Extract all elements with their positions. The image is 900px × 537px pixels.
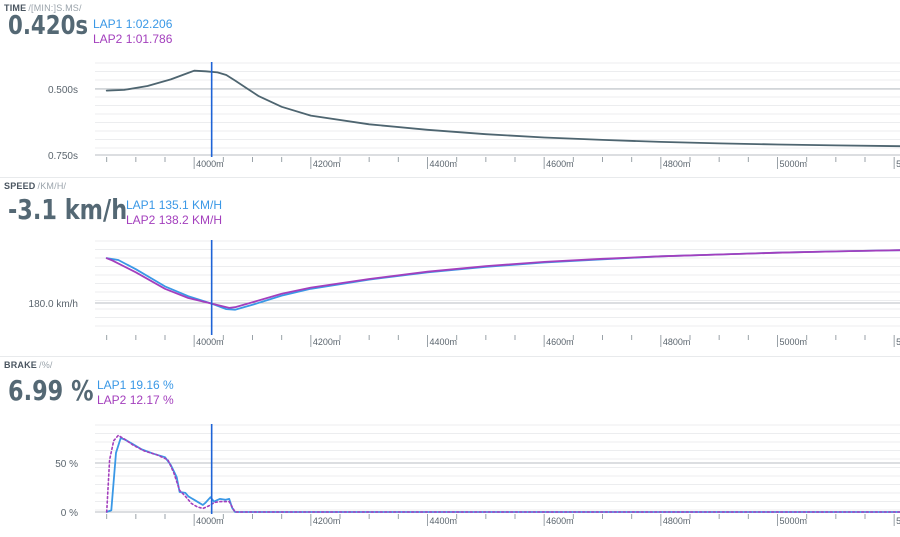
- series-line-lap2: [105, 249, 900, 309]
- speed-lap2-value: LAP2 138.2 KM/H: [126, 213, 223, 227]
- x-tick-label: 4800m: [663, 516, 691, 526]
- time-delta-value: 0.420s: [8, 11, 89, 41]
- y-tick-label: 50 %: [55, 459, 78, 470]
- brake-delta-value: 6.99 %: [8, 374, 94, 407]
- speed-lap1-value: LAP1 135.1 KM/H: [126, 198, 223, 212]
- brake-chart[interactable]: 50 % 0 % 4000m 4200m 4400m 4600m 4800m 5000m 520…: [0, 357, 900, 537]
- x-tick-label: 4000m: [196, 516, 224, 526]
- x-tick-label: 4200m: [313, 337, 341, 347]
- grid-lines: [95, 62, 900, 156]
- speed-title-label: SPEED: [4, 181, 36, 191]
- speed-delta-value: -3.1 km/h: [8, 193, 128, 226]
- speed-title-unit: /KM/H/: [37, 181, 67, 191]
- x-tick-label: 4000m: [196, 337, 224, 347]
- time-lap1-value: LAP1 1:02.206: [93, 17, 173, 31]
- brake-title: BRAKE/%/: [4, 360, 53, 370]
- x-tick-label: 4600m: [546, 159, 574, 169]
- time-title-label: TIME: [4, 3, 27, 13]
- x-tick-label: 4400m: [430, 337, 458, 347]
- y-tick-label: 180.0 km/h: [29, 299, 78, 310]
- brake-lap1-value: LAP1 19.16 %: [97, 378, 174, 392]
- brake-title-unit: /%/: [39, 360, 53, 370]
- brake-panel: BRAKE/%/ 6.99 % LAP1 19.16 % LAP2 12.17 …: [0, 357, 900, 537]
- x-tick-label: 5200m: [896, 337, 900, 347]
- x-tick-label: 4600m: [546, 337, 574, 347]
- time-chart[interactable]: 0.500s 0.750s 4000m 4200m 4400m 4600m 4800m 500…: [0, 0, 900, 177]
- time-title-unit: /[MIN:]S.MS/: [28, 3, 82, 13]
- panel-divider: [0, 356, 900, 357]
- x-axis: 4000m 4200m 4400m 4600m 4800m 5000m 5200m: [106, 514, 900, 526]
- x-tick-label: 4200m: [313, 516, 341, 526]
- x-tick-label: 4000m: [196, 159, 224, 169]
- grid-lines: [95, 424, 900, 513]
- time-panel: TIME/[MIN:]S.MS/ 0.420s LAP1 1:02.206 LA…: [0, 0, 900, 177]
- time-lap2-value: LAP2 1:01.786: [93, 32, 173, 46]
- series-line-lap1: [105, 437, 900, 513]
- y-tick-label: 0.500s: [48, 85, 78, 96]
- x-axis: 4000m 4200m 4400m 4600m 4800m 5000m 5200m: [106, 335, 900, 347]
- grid-lines: [95, 240, 900, 327]
- x-tick-label: 4800m: [663, 337, 691, 347]
- brake-lap2-value: LAP2 12.17 %: [97, 393, 174, 407]
- brake-title-label: BRAKE: [4, 360, 38, 370]
- x-tick-label: 4400m: [430, 159, 458, 169]
- time-title: TIME/[MIN:]S.MS/: [4, 3, 82, 13]
- y-tick-label: 0.750s: [48, 151, 78, 162]
- y-tick-label: 0 %: [61, 508, 78, 519]
- speed-panel: SPEED/KM/H/ -3.1 km/h LAP1 135.1 KM/H LA…: [0, 178, 900, 356]
- x-tick-label: 4600m: [546, 516, 574, 526]
- x-tick-label: 5000m: [780, 159, 808, 169]
- x-tick-label: 5200m: [896, 159, 900, 169]
- x-tick-label: 5200m: [896, 516, 900, 526]
- x-tick-label: 4800m: [663, 159, 691, 169]
- x-axis: 4000m 4200m 4400m 4600m 4800m 5000m 5200m: [106, 157, 900, 169]
- panel-divider: [0, 177, 900, 178]
- x-tick-label: 5000m: [780, 516, 808, 526]
- series-line-lap2: [105, 434, 900, 513]
- x-tick-label: 4200m: [313, 159, 341, 169]
- x-tick-label: 5000m: [780, 337, 808, 347]
- x-tick-label: 4400m: [430, 516, 458, 526]
- speed-chart[interactable]: 180.0 km/h 4000m 4200m 4400m 4600m 4800m 5000m…: [0, 178, 900, 356]
- speed-title: SPEED/KM/H/: [4, 181, 66, 191]
- series-line-delta: [105, 69, 900, 148]
